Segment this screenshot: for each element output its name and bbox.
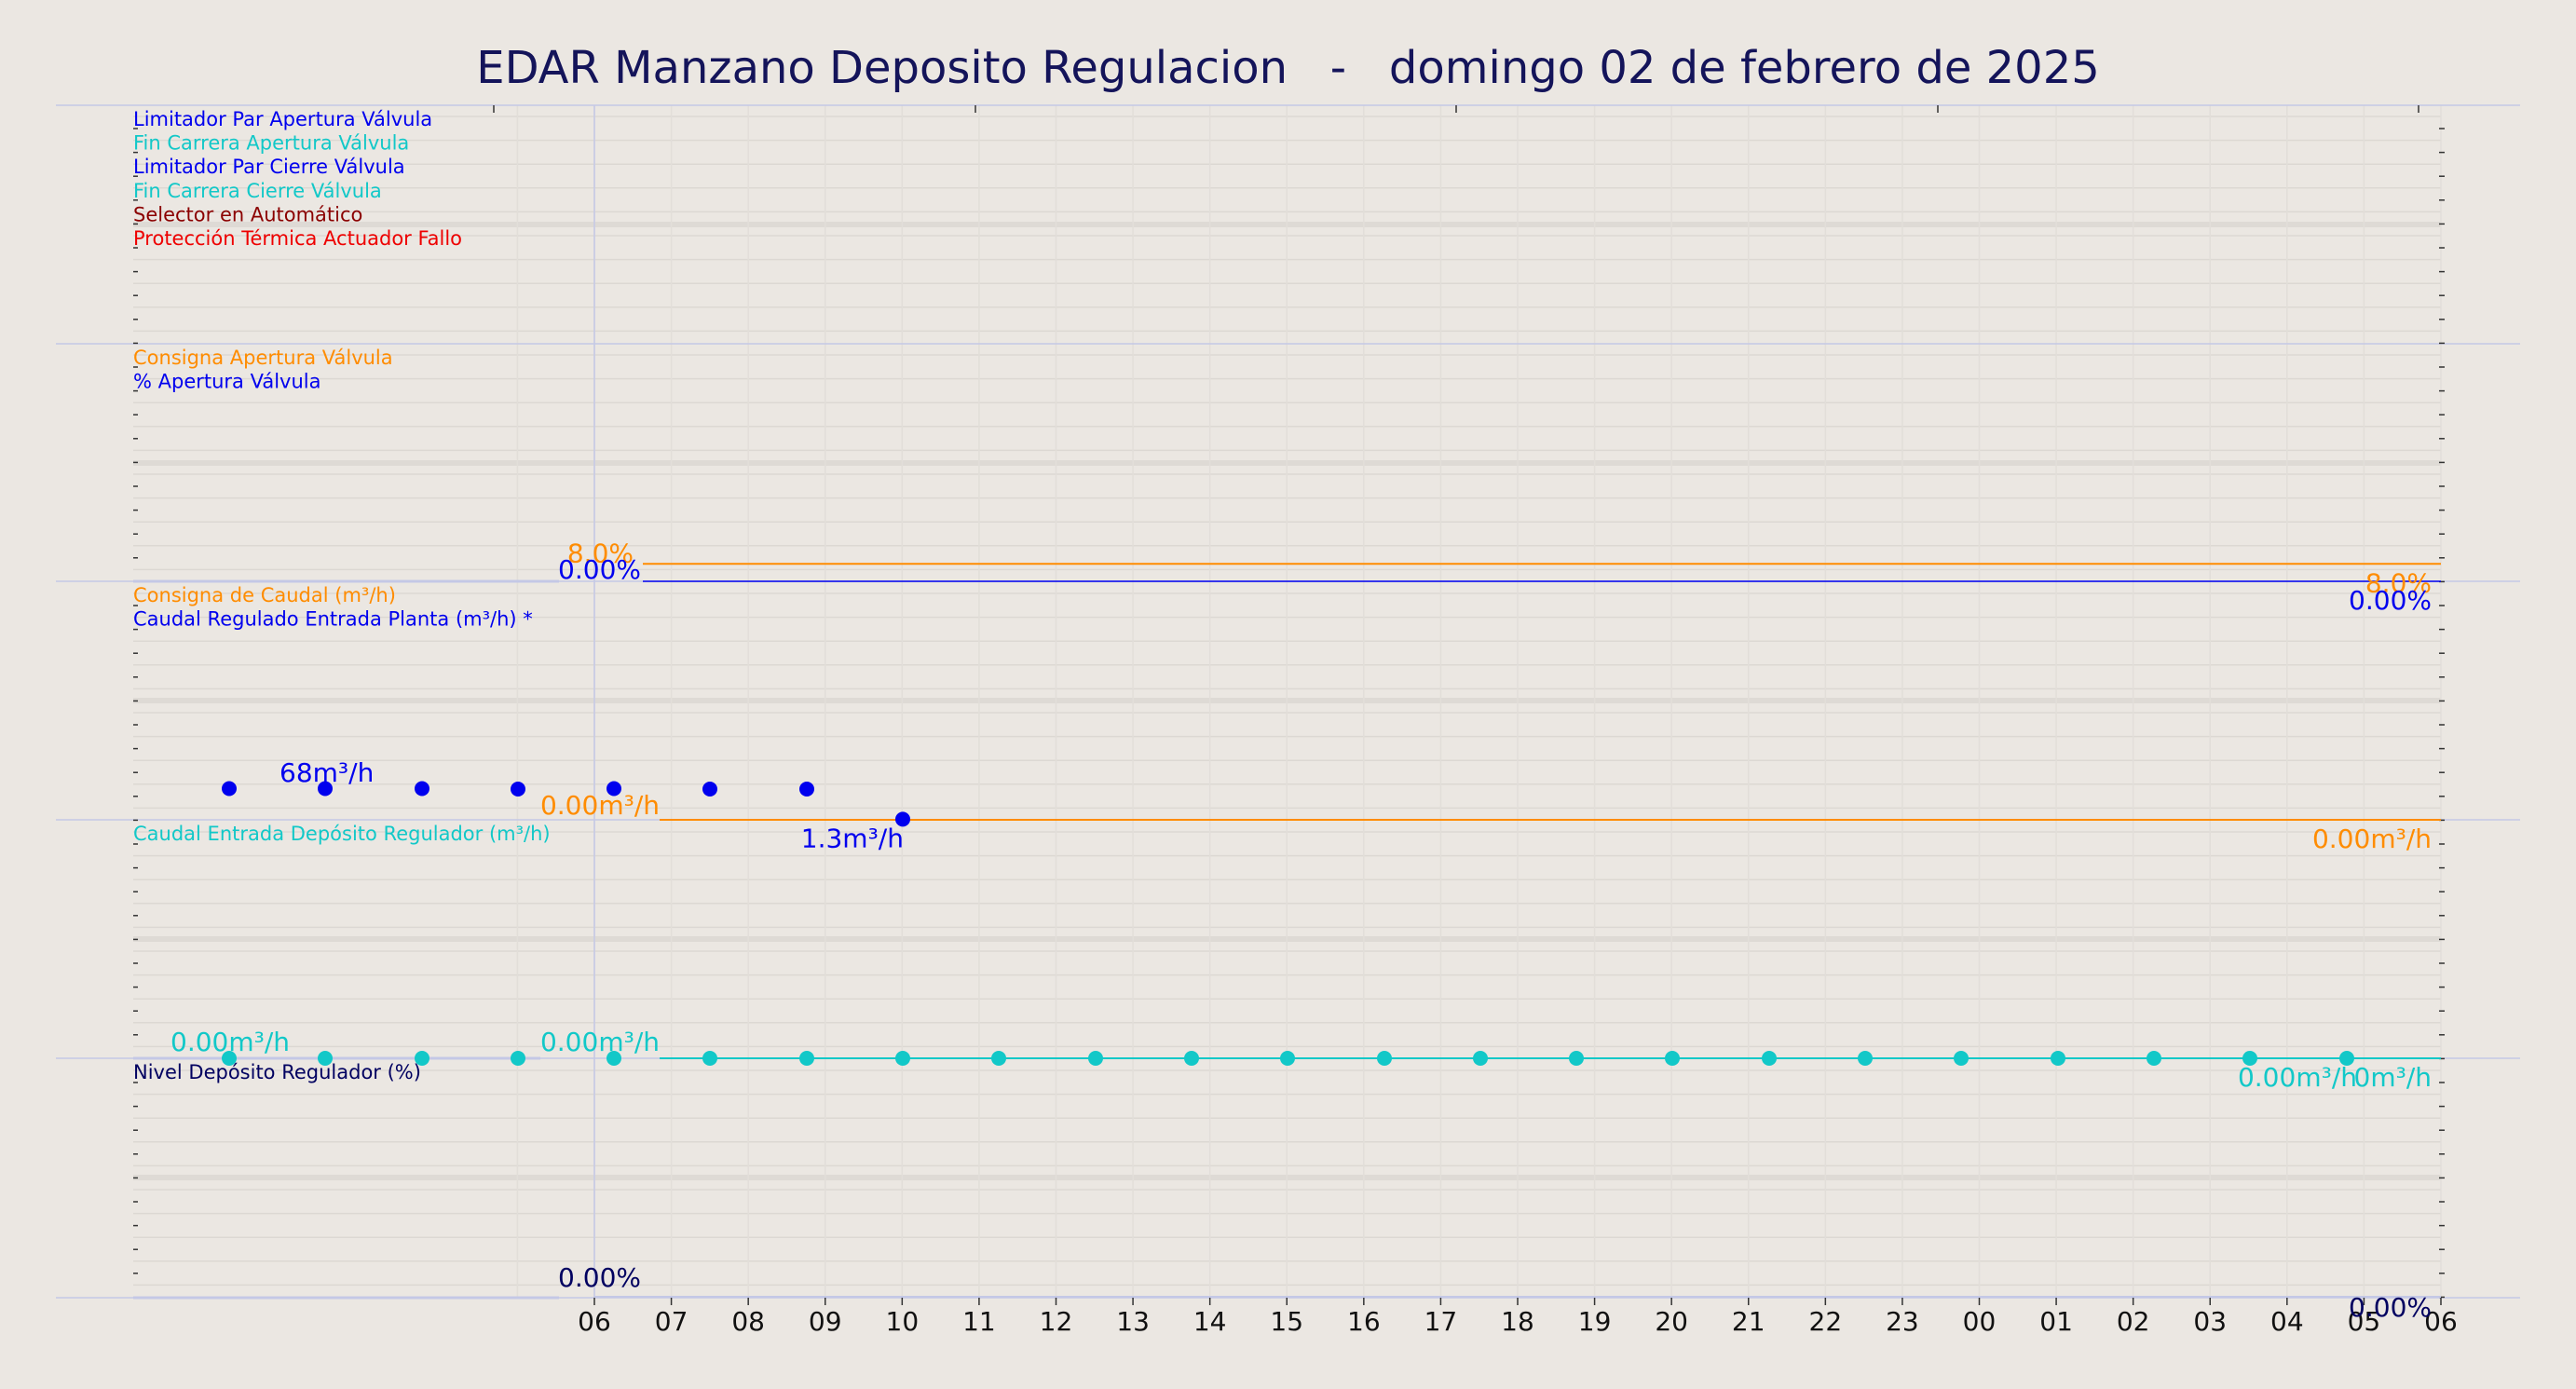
legend-entry: Selector en Automático [133, 203, 362, 225]
flow-regulated-point [318, 781, 333, 797]
deposit-flow-point [222, 1051, 237, 1066]
flow-regulated-point [607, 781, 621, 797]
level-label: 0.00% [558, 1262, 641, 1293]
x-tick-label: 17 [1424, 1306, 1458, 1337]
x-tick-label: 14 [1193, 1306, 1227, 1337]
deposit-flow-end-label: 0.00m³/h [2238, 1062, 2357, 1093]
x-tick-label: 05 [2348, 1306, 2381, 1337]
flow-regulated-label: 68m³/h [279, 757, 374, 788]
deposit-flow-label-2: 0.00m³/h [540, 1027, 660, 1057]
legend-entry: Fin Carrera Cierre Válvula [133, 180, 382, 202]
x-tick-label: 06 [2424, 1306, 2458, 1337]
deposit-flow-point [1954, 1051, 1969, 1066]
legend-entry: Nivel Depósito Regulador (%) [133, 1061, 421, 1083]
x-tick-label: 18 [1501, 1306, 1534, 1337]
valve-setpoint-label: 8.0% [567, 538, 634, 568]
valve-opening-end-label: 0.00% [2349, 585, 2432, 616]
legend-entry: Caudal Regulado Entrada Planta (m³/h) * [133, 608, 533, 631]
flow-regulated-point [511, 782, 525, 797]
deposit-flow-point [1473, 1051, 1488, 1066]
x-tick-label: 08 [731, 1306, 765, 1337]
x-tick-label: 23 [1886, 1306, 1919, 1337]
x-tick-label: 19 [1578, 1306, 1612, 1337]
deposit-flow-point [2051, 1051, 2065, 1066]
x-tick-label: 21 [1732, 1306, 1765, 1337]
legend-entry: Limitador Par Apertura Válvula [133, 108, 432, 130]
legend-entry: Limitador Par Cierre Válvula [133, 156, 405, 178]
valve-opening-label: 0.00% [558, 554, 641, 585]
deposit-flow-point [1377, 1051, 1392, 1066]
level-end-label: 0.00% [2349, 1292, 2432, 1323]
x-tick-label: 10 [886, 1306, 920, 1337]
x-tick-label: 22 [1809, 1306, 1843, 1337]
deposit-flow-point [1569, 1051, 1584, 1066]
deposit-flow-point [1088, 1051, 1103, 1066]
x-tick-label: 04 [2270, 1306, 2304, 1337]
x-tick-label: 16 [1347, 1306, 1381, 1337]
valve-setpoint-end-label: 8.0% [2365, 567, 2432, 598]
x-tick-label: 12 [1040, 1306, 1073, 1337]
deposit-flow-point [2242, 1051, 2257, 1066]
deposit-flow-point [702, 1051, 717, 1066]
legend-entry: Protección Térmica Actuador Fallo [133, 227, 462, 250]
deposit-flow-point [607, 1051, 621, 1066]
legend-entry: Consigna de Caudal (m³/h) [133, 584, 396, 606]
flow-setpoint-end-label: 0.00m³/h [2312, 824, 2432, 854]
x-tick-label: 03 [2193, 1306, 2227, 1337]
deposit-flow-point [415, 1051, 429, 1066]
x-tick-label: 11 [962, 1306, 996, 1337]
x-tick-label: 02 [2117, 1306, 2150, 1337]
deposit-flow-point [318, 1051, 333, 1066]
legend-entry: Caudal Entrada Depósito Regulador (m³/h) [133, 823, 551, 845]
flow-regulated-point [415, 781, 429, 797]
deposit-flow-point [1762, 1051, 1777, 1066]
deposit-flow-point [1184, 1051, 1199, 1066]
deposit-flow-point [1280, 1051, 1295, 1066]
x-tick-label: 00 [1963, 1306, 1997, 1337]
x-tick-label: 01 [2039, 1306, 2073, 1337]
deposit-flow-end-label-2: 0m³/h [2354, 1062, 2433, 1093]
deposit-flow-point [895, 1051, 910, 1066]
x-tick-label: 20 [1655, 1306, 1688, 1337]
flow-regulated-point [702, 782, 717, 797]
x-tick-label: 13 [1116, 1306, 1150, 1337]
deposit-flow-point [799, 1051, 814, 1066]
deposit-flow-point [2147, 1051, 2161, 1066]
x-tick-label: 09 [809, 1306, 842, 1337]
x-tick-label: 15 [1270, 1306, 1303, 1337]
deposit-flow-point [1858, 1051, 1873, 1066]
flow-regulated-last-label: 1.3m³/h [801, 823, 904, 853]
flow-setpoint-label: 0.00m³/h [540, 790, 660, 821]
deposit-flow-label: 0.00m³/h [170, 1027, 290, 1057]
legend-entry: Consigna Apertura Válvula [133, 347, 393, 369]
deposit-flow-point [2339, 1051, 2354, 1066]
x-tick-label: 06 [578, 1306, 611, 1337]
chart-title: EDAR Manzano Deposito Regulacion - domin… [476, 42, 2100, 94]
flow-regulated-point [799, 782, 814, 797]
flow-regulated-point [222, 781, 237, 797]
flow-regulated-point [895, 811, 910, 827]
deposit-flow-point [991, 1051, 1006, 1066]
deposit-flow-point [1665, 1051, 1680, 1066]
deposit-flow-point [511, 1051, 525, 1066]
x-tick-label: 07 [655, 1306, 688, 1337]
legend-entry: Fin Carrera Apertura Válvula [133, 132, 409, 155]
legend-entry: % Apertura Válvula [133, 371, 320, 393]
